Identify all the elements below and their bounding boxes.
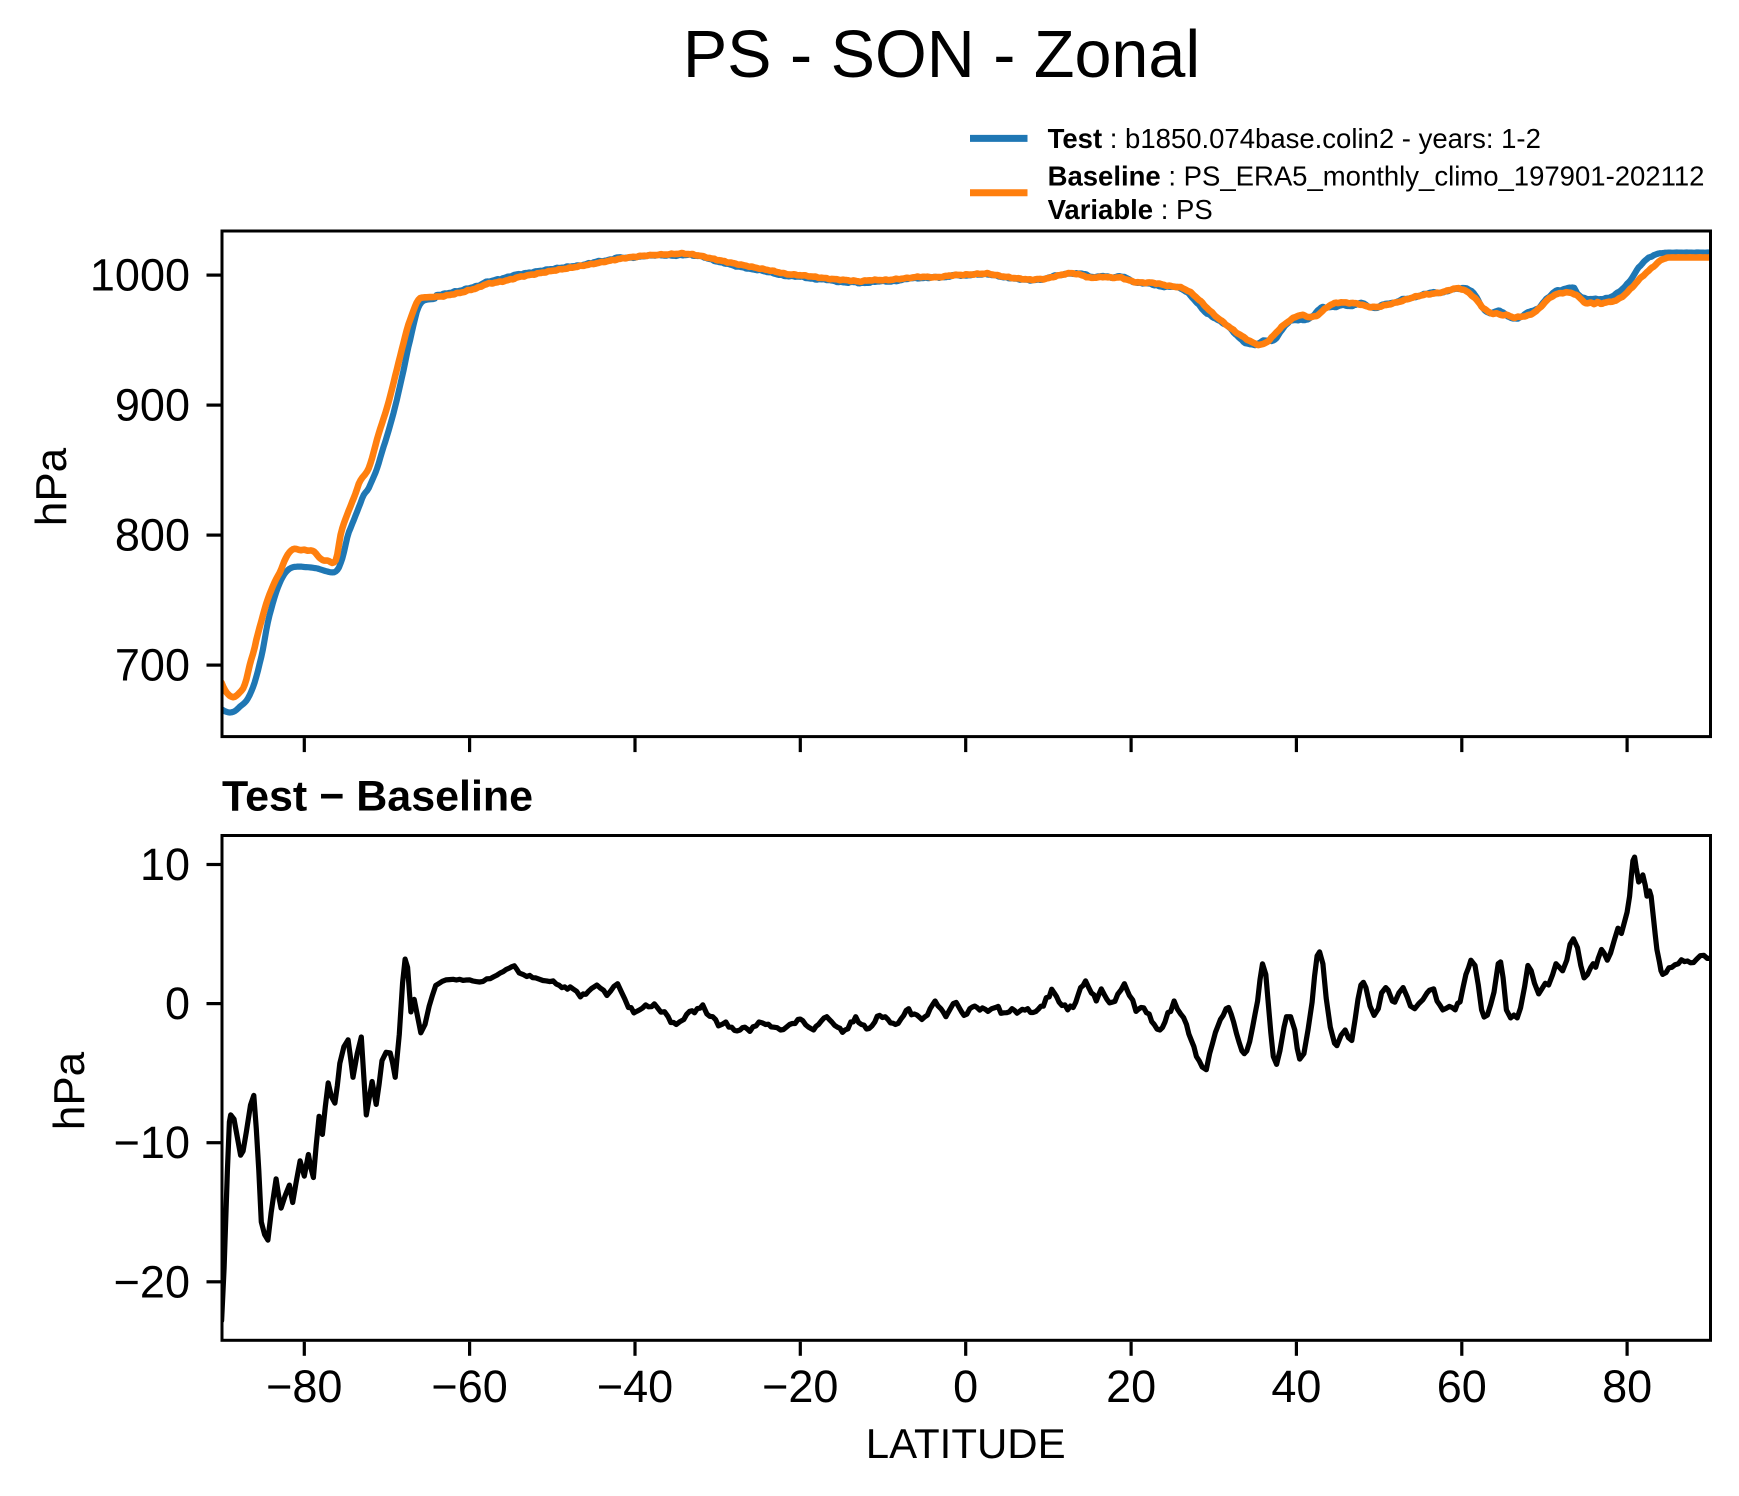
svg-text:20: 20	[1106, 1361, 1156, 1412]
svg-text:Variable : PS: Variable : PS	[1048, 194, 1213, 225]
svg-text:hPa: hPa	[45, 1051, 94, 1130]
svg-text:−60: −60	[431, 1361, 507, 1412]
svg-text:PS - SON - Zonal: PS - SON - Zonal	[683, 18, 1200, 92]
svg-text:0: 0	[165, 978, 190, 1029]
svg-text:−40: −40	[597, 1361, 673, 1412]
svg-text:80: 80	[1602, 1361, 1652, 1412]
svg-text:700: 700	[115, 640, 190, 691]
svg-text:−20: −20	[114, 1256, 190, 1307]
svg-text:hPa: hPa	[27, 447, 76, 526]
svg-text:800: 800	[115, 510, 190, 561]
svg-text:Test − Baseline: Test − Baseline	[222, 773, 533, 821]
svg-text:60: 60	[1437, 1361, 1487, 1412]
svg-text:−80: −80	[266, 1361, 342, 1412]
svg-text:10: 10	[140, 839, 190, 890]
svg-text:−10: −10	[114, 1117, 190, 1168]
svg-text:0: 0	[953, 1361, 978, 1412]
svg-text:−20: −20	[762, 1361, 838, 1412]
svg-text:900: 900	[115, 380, 190, 431]
svg-text:Test : b1850.074base.colin2 -: Test : b1850.074base.colin2 - years: 1-2	[1048, 123, 1541, 154]
svg-text:LATITUDE: LATITUDE	[866, 1420, 1066, 1467]
svg-text:1000: 1000	[90, 250, 190, 301]
svg-text:40: 40	[1271, 1361, 1321, 1412]
svg-text:Baseline : PS_ERA5_monthly_cli: Baseline : PS_ERA5_monthly_climo_197901-…	[1048, 161, 1705, 192]
